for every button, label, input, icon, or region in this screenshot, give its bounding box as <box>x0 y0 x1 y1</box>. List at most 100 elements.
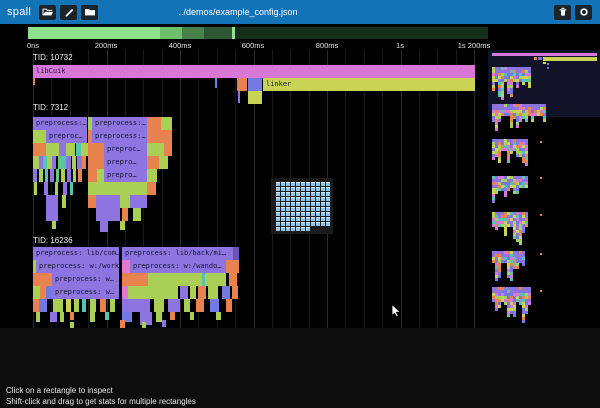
flame-bar[interactable] <box>198 286 206 299</box>
event-dot[interactable] <box>276 187 280 191</box>
flame-bar[interactable] <box>70 322 74 328</box>
flame-bar[interactable] <box>122 208 128 221</box>
event-dot[interactable] <box>301 182 305 186</box>
flame-bar[interactable] <box>222 286 230 299</box>
event-dot[interactable] <box>291 187 295 191</box>
flame-bar[interactable] <box>147 182 156 195</box>
flame-bar[interactable] <box>208 286 218 299</box>
flame-bar[interactable] <box>105 312 109 320</box>
event-dot[interactable] <box>286 187 290 191</box>
flame-bar[interactable] <box>147 156 159 169</box>
event-dot[interactable] <box>321 197 325 201</box>
flame-bar[interactable] <box>88 156 104 169</box>
flame-canvas[interactable]: TID: 10732 libCuik linker TID: 7312 preproce… <box>0 50 488 328</box>
flame-bar[interactable] <box>39 169 43 182</box>
flame-bar[interactable] <box>88 195 96 208</box>
event-dot[interactable] <box>321 222 325 226</box>
event-dot[interactable] <box>291 227 295 231</box>
flame-bar[interactable] <box>205 273 226 286</box>
event-dot[interactable] <box>326 212 330 216</box>
event-dot[interactable] <box>276 212 280 216</box>
event-dot[interactable] <box>301 192 305 196</box>
flame-bar[interactable] <box>90 312 95 322</box>
event-dot[interactable] <box>276 182 280 186</box>
event-dot[interactable] <box>281 182 285 186</box>
event-dot[interactable] <box>296 192 300 196</box>
event-dot[interactable] <box>276 227 280 231</box>
event-dot[interactable] <box>281 212 285 216</box>
flame-bar[interactable] <box>61 169 65 182</box>
event-dot[interactable] <box>316 207 320 211</box>
flame-bar[interactable] <box>60 312 64 322</box>
flame-bar[interactable]: preproc… <box>104 143 147 156</box>
flame-bar[interactable] <box>74 299 79 312</box>
flame-bar[interactable]: preprocess: lib/back/mi… <box>122 247 233 260</box>
flame-bar[interactable] <box>96 195 120 208</box>
event-dot[interactable] <box>286 182 290 186</box>
flame-bar[interactable] <box>120 221 125 230</box>
flame-bar[interactable]: preprocess: w:/wando… <box>130 260 226 273</box>
event-dot[interactable] <box>276 202 280 206</box>
event-dot[interactable] <box>291 192 295 196</box>
event-dot[interactable] <box>291 207 295 211</box>
flame-bar[interactable] <box>226 299 232 312</box>
flame-bar[interactable] <box>97 169 104 182</box>
flame-bar[interactable] <box>77 156 82 169</box>
flame-bar[interactable]: libCuik <box>33 65 475 78</box>
flame-bar[interactable] <box>46 143 59 156</box>
flame-bar[interactable] <box>52 221 56 229</box>
flame-bar[interactable] <box>142 322 146 328</box>
flame-bar[interactable]: preproc… <box>46 130 87 143</box>
event-dot[interactable] <box>296 222 300 226</box>
event-dot[interactable] <box>291 212 295 216</box>
minimap[interactable] <box>488 50 600 328</box>
event-dot[interactable] <box>306 192 310 196</box>
event-dot[interactable] <box>301 207 305 211</box>
flame-bar[interactable] <box>147 130 172 143</box>
event-dot[interactable] <box>326 222 330 226</box>
flame-bar[interactable] <box>63 182 67 195</box>
event-dot[interactable] <box>276 222 280 226</box>
event-dot[interactable] <box>321 192 325 196</box>
flame-bar[interactable] <box>82 299 86 312</box>
event-dot[interactable] <box>326 187 330 191</box>
event-dot[interactable] <box>316 197 320 201</box>
flame-bar[interactable] <box>122 273 148 286</box>
flame-bar[interactable] <box>46 286 52 299</box>
event-dot[interactable] <box>321 187 325 191</box>
flame-bar[interactable] <box>128 286 178 299</box>
flame-bar[interactable] <box>133 208 141 221</box>
event-dot[interactable] <box>316 217 320 221</box>
event-dot[interactable] <box>291 197 295 201</box>
event-dot[interactable] <box>311 217 315 221</box>
flame-bar[interactable] <box>50 169 54 182</box>
flame-bar[interactable] <box>67 169 71 182</box>
event-dot[interactable] <box>296 227 300 231</box>
event-dot[interactable] <box>321 207 325 211</box>
event-dot[interactable] <box>291 182 295 186</box>
event-dot[interactable] <box>291 217 295 221</box>
event-dot[interactable] <box>306 227 310 231</box>
event-dot[interactable] <box>296 217 300 221</box>
event-dot[interactable] <box>291 222 295 226</box>
save-file-button[interactable] <box>81 4 99 20</box>
flame-bar[interactable] <box>170 312 175 320</box>
flame-bar[interactable]: preprocess: lib/com… <box>33 247 119 260</box>
flame-bar[interactable] <box>53 299 63 312</box>
flame-bar[interactable]: prepro… <box>104 156 147 169</box>
event-dot[interactable] <box>296 207 300 211</box>
event-dot[interactable] <box>301 217 305 221</box>
event-dot[interactable] <box>306 212 310 216</box>
flame-bar[interactable] <box>190 312 194 320</box>
flame-bar[interactable] <box>88 117 92 130</box>
flame-bar[interactable] <box>88 143 104 156</box>
event-dot[interactable] <box>286 212 290 216</box>
flame-bar[interactable] <box>88 169 97 182</box>
event-dot[interactable] <box>316 192 320 196</box>
flame-bar[interactable] <box>70 182 73 195</box>
event-dot[interactable] <box>281 192 285 196</box>
flame-bar[interactable] <box>90 299 96 312</box>
event-dot[interactable] <box>286 202 290 206</box>
flame-bar[interactable] <box>190 286 196 299</box>
flame-bar[interactable] <box>100 299 106 312</box>
